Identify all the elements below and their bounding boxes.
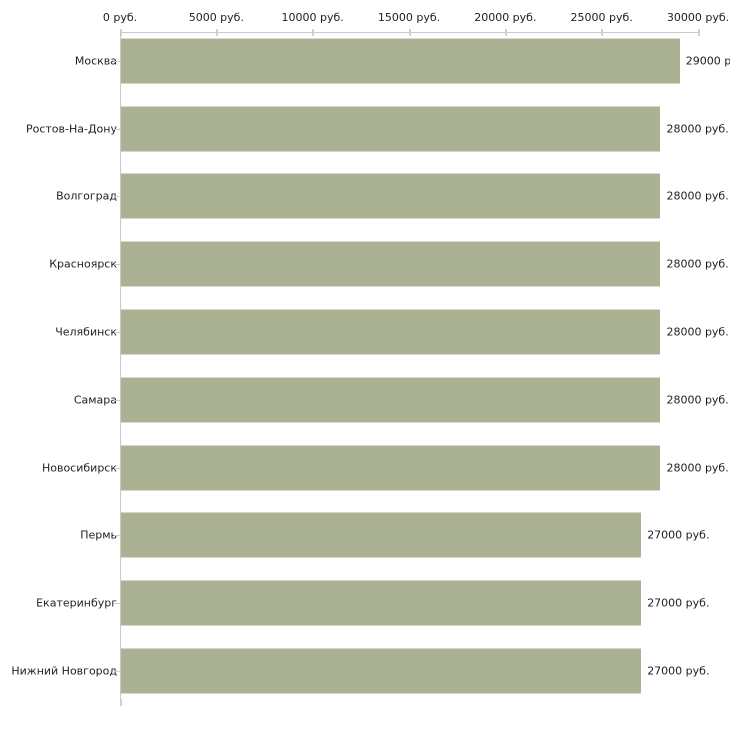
value-label: 28000 руб. [666,393,729,407]
y-tick-mark [114,264,120,266]
bar-row: Пермь 27000 руб. [0,502,730,570]
bar-row: Нижний Новгород 27000 руб. [0,637,730,705]
x-tick-label: 25000 руб. [570,11,633,24]
x-tick-label: 15000 руб. [377,11,441,24]
value-label: 28000 руб. [666,461,729,475]
bar-row: Новосибирск 28000 руб. [0,434,730,502]
x-tick-label: 10000 руб. [281,11,344,24]
value-label: 28000 руб. [666,189,729,203]
bar [121,106,661,152]
x-tick-label: 30000 руб. [666,11,730,24]
category-label: Ростов-На-Дону [25,122,117,136]
y-tick-mark [114,603,120,605]
category-label: Нижний Новгород [11,664,117,678]
value-label: 28000 руб. [666,325,729,339]
y-axis-end-tick [119,699,122,706]
bar [121,580,642,626]
value-label: 27000 руб. [647,528,710,542]
bar-row: Красноярск 28000 руб. [0,230,730,298]
bar [121,445,661,491]
x-tick-label: 5000 руб. [188,11,244,24]
value-label: 27000 руб. [647,664,710,678]
value-label: 28000 руб. [666,257,729,271]
y-tick-mark [114,128,120,130]
bar [121,38,680,84]
y-tick-mark [114,671,120,673]
category-label: Новосибирск [41,461,117,475]
y-tick-mark [114,196,120,198]
bar-row: Самара 28000 руб. [0,366,730,434]
x-tick-mark [312,29,315,36]
bar [121,173,661,219]
x-tick-mark [408,29,411,36]
value-label: 29000 руб. [685,54,730,68]
y-tick-mark [114,467,120,469]
bar [121,648,642,694]
x-tick-mark [697,29,700,36]
x-tick-mark [215,29,218,36]
x-tick-mark [601,29,604,36]
bar [121,512,642,558]
category-label: Пермь [80,528,117,542]
category-label: Самара [73,393,117,407]
y-tick-mark [114,399,120,401]
y-tick-mark [114,535,120,537]
bar-row: Волгоград 28000 руб. [0,163,730,231]
category-label: Волгоград [56,189,117,203]
y-tick-mark [114,332,120,334]
bar-row: Челябинск 28000 руб. [0,298,730,366]
category-label: Москва [74,54,117,68]
category-label: Красноярск [49,257,117,271]
bar [121,309,661,355]
bar-row: Ростов-На-Дону 28000 руб. [0,95,730,163]
y-tick-mark [114,60,120,62]
x-tick-mark [504,29,507,36]
y-axis-line [120,32,121,699]
x-tick-label: 0 руб. [102,11,138,24]
bar [121,241,661,287]
bar-row: Москва 29000 руб. [0,27,730,95]
value-label: 28000 руб. [666,122,729,136]
value-label: 27000 руб. [647,596,710,610]
category-label: Челябинск [55,325,117,339]
bar [121,377,661,423]
bar-row: Екатеринбург 27000 руб. [0,569,730,637]
category-label: Екатеринбург [36,596,117,610]
x-tick-label: 20000 руб. [474,11,537,24]
